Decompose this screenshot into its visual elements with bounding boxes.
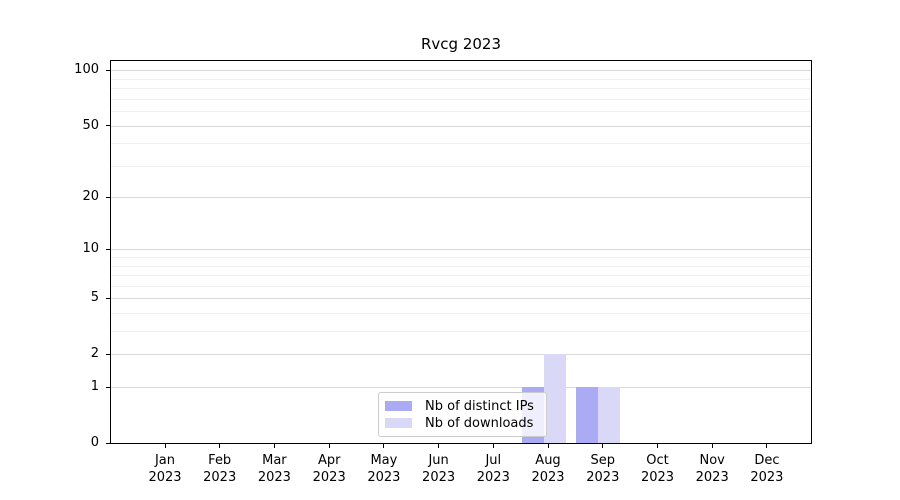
x-tick-mark <box>492 444 494 448</box>
gridline-major <box>111 354 811 356</box>
legend-swatch-downloads <box>385 418 412 428</box>
x-tick-label-jan: Jan 2023 <box>135 452 195 486</box>
x-tick-label-jun: Jun 2023 <box>409 452 469 486</box>
x-tick-year: 2023 <box>640 470 675 485</box>
x-tick-year: 2023 <box>312 470 346 485</box>
x-tick-year: 2023 <box>367 470 401 485</box>
gridline-major <box>111 249 811 251</box>
x-tick-month: Jul <box>485 453 502 468</box>
x-tick-month: Oct <box>646 453 669 468</box>
x-tick-mark <box>602 444 604 448</box>
legend-item-downloads: Nb of downloads <box>385 415 539 431</box>
x-tick-mark <box>219 444 221 448</box>
gridline-minor <box>111 143 811 145</box>
x-tick-year: 2023 <box>257 470 291 485</box>
bar-downloads-aug <box>543 354 566 443</box>
gridline-minor <box>111 111 811 113</box>
gridline-minor <box>111 257 811 259</box>
x-tick-mark <box>438 444 440 448</box>
x-tick-mark <box>547 444 549 448</box>
x-tick-label-feb: Feb 2023 <box>190 452 250 486</box>
y-tick-label: 10 <box>82 241 99 257</box>
x-tick-month: Sep <box>590 453 616 468</box>
x-tick-year: 2023 <box>750 470 784 485</box>
x-tick-month: Jun <box>428 453 449 468</box>
bar-distinct-ips-sep <box>576 387 599 443</box>
gridline-minor <box>111 331 811 333</box>
x-tick-mark <box>711 444 713 448</box>
gridline-minor <box>111 78 811 80</box>
x-tick-month: May <box>370 453 398 468</box>
legend-swatch-distinct-ips <box>385 401 412 411</box>
x-tick-label-oct: Oct 2023 <box>628 452 688 486</box>
y-tick-label: 100 <box>74 62 99 78</box>
x-tick-mark <box>657 444 658 448</box>
x-tick-year: 2023 <box>476 470 510 485</box>
x-tick-year: 2023 <box>586 470 620 485</box>
x-tick-month: Apr <box>317 453 341 468</box>
gridline-major <box>111 125 811 127</box>
legend-label-downloads: Nb of downloads <box>425 415 534 431</box>
y-tick-label: 5 <box>90 290 99 306</box>
chart-title: Rvcg 2023 <box>420 35 501 53</box>
x-tick-year: 2023 <box>531 470 565 485</box>
x-tick-label-mar: Mar 2023 <box>244 452 304 486</box>
gridline-minor <box>111 98 811 100</box>
gridline-minor <box>111 285 811 287</box>
legend-item-distinct-ips: Nb of distinct IPs <box>385 398 539 414</box>
y-tick-label: 1 <box>90 379 99 394</box>
gridline-minor <box>111 265 811 267</box>
x-tick-month: Feb <box>208 453 232 468</box>
x-tick-year: 2023 <box>695 470 729 485</box>
gridline-minor <box>111 88 811 90</box>
x-tick-mark <box>766 444 768 448</box>
gridline-minor <box>111 275 811 277</box>
y-tick-label: 2 <box>90 346 99 362</box>
gridline-minor <box>111 165 811 167</box>
x-tick-month: Mar <box>262 453 287 468</box>
x-tick-month: Jan <box>154 453 176 468</box>
y-tick-label: 0 <box>90 435 99 450</box>
x-tick-mark <box>273 444 275 448</box>
x-tick-month: Aug <box>535 453 561 468</box>
x-tick-year: 2023 <box>422 470 456 485</box>
y-tick-label: 50 <box>82 117 99 133</box>
x-tick-label-aug: Aug 2023 <box>518 452 578 486</box>
x-tick-label-apr: Apr 2023 <box>299 452 359 486</box>
x-tick-label-nov: Nov 2023 <box>682 452 742 486</box>
x-tick-mark <box>328 444 330 448</box>
gridline-major <box>111 387 811 388</box>
x-tick-label-jul: Jul 2023 <box>463 452 523 486</box>
x-tick-label-dec: Dec 2023 <box>737 452 797 486</box>
legend: Nb of distinct IPs Nb of downloads <box>378 392 547 437</box>
x-tick-month: Dec <box>754 453 780 468</box>
gridline-major <box>111 298 811 300</box>
gridline-major <box>111 70 811 72</box>
legend-label-distinct-ips: Nb of distinct IPs <box>425 398 534 414</box>
x-tick-label-sep: Sep 2023 <box>573 452 633 486</box>
x-tick-month: Nov <box>699 453 725 468</box>
x-tick-label-may: May 2023 <box>354 452 414 486</box>
y-tick-label: 20 <box>82 189 99 205</box>
gridline-minor <box>111 313 811 315</box>
gridline-major <box>111 197 811 199</box>
plot-area <box>110 60 812 444</box>
x-tick-mark <box>164 444 166 448</box>
x-tick-mark <box>383 444 385 448</box>
x-tick-year: 2023 <box>203 470 237 485</box>
x-tick-year: 2023 <box>148 470 182 485</box>
bar-downloads-sep <box>598 387 621 443</box>
